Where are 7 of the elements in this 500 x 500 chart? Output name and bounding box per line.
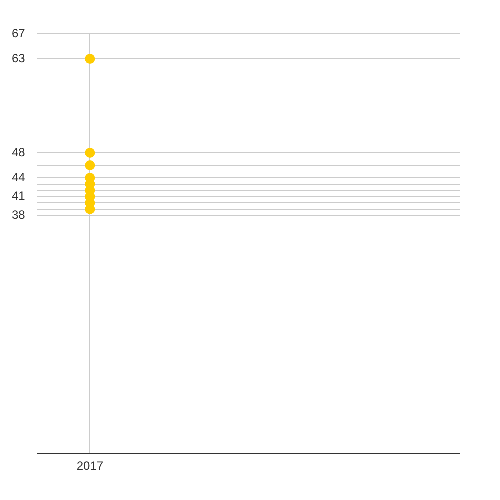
- y-tick-label: 44: [12, 170, 26, 184]
- y-tick-label: 41: [12, 189, 26, 204]
- y-tick-label: 48: [12, 145, 26, 160]
- y-tick-label: 63: [12, 51, 26, 66]
- y-tick-label: 67: [12, 26, 26, 40]
- y-tick-label: 38: [12, 208, 26, 222]
- x-tick-label: 2017: [76, 459, 104, 474]
